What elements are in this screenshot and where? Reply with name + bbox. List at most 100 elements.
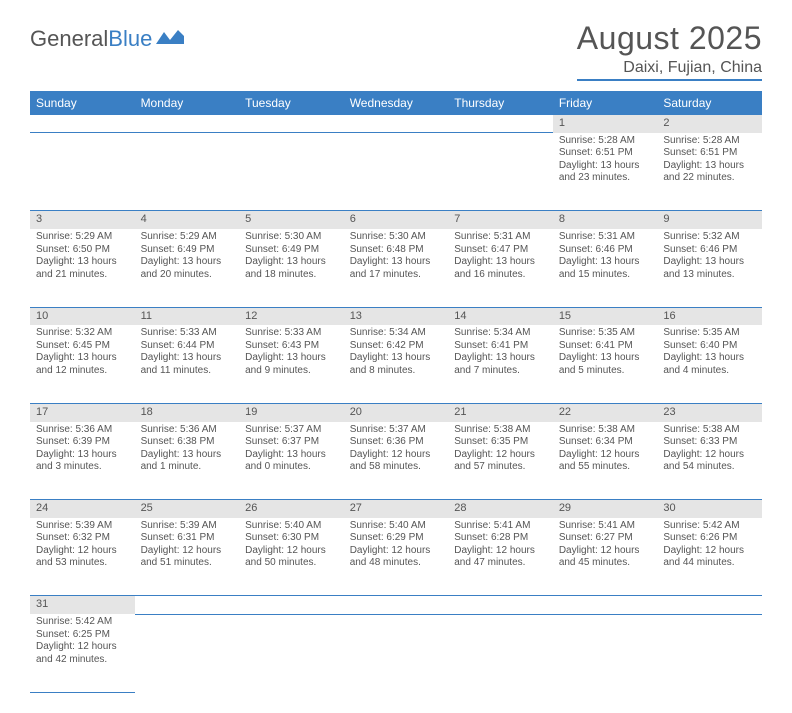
daylight-line: Daylight: 13 hours and 17 minutes. (350, 256, 443, 281)
sunset-line: Sunset: 6:34 PM (559, 436, 652, 449)
daylight-line: Daylight: 13 hours and 12 minutes. (36, 352, 129, 377)
sunrise-line: Sunrise: 5:37 AM (350, 424, 443, 437)
sunset-line: Sunset: 6:50 PM (36, 244, 129, 257)
day-cell: Sunrise: 5:30 AMSunset: 6:49 PMDaylight:… (239, 229, 344, 307)
logo-text-1: General (30, 26, 108, 52)
day-number-cell (448, 115, 553, 133)
daynum-row: 12 (30, 115, 762, 133)
day-number-cell: 30 (657, 500, 762, 518)
day-cell: Sunrise: 5:39 AMSunset: 6:32 PMDaylight:… (30, 518, 135, 596)
day-content-row: Sunrise: 5:29 AMSunset: 6:50 PMDaylight:… (30, 229, 762, 307)
daylight-line: Daylight: 12 hours and 58 minutes. (350, 449, 443, 474)
logo: GeneralBlue (30, 26, 184, 52)
daylight-line: Daylight: 13 hours and 21 minutes. (36, 256, 129, 281)
sunset-line: Sunset: 6:42 PM (350, 340, 443, 353)
daynum-row: 24252627282930 (30, 500, 762, 518)
day-cell: Sunrise: 5:35 AMSunset: 6:41 PMDaylight:… (553, 325, 658, 403)
sunrise-line: Sunrise: 5:36 AM (141, 424, 234, 437)
day-cell (135, 614, 240, 692)
sunset-line: Sunset: 6:44 PM (141, 340, 234, 353)
day-cell (553, 614, 658, 692)
day-cell: Sunrise: 5:38 AMSunset: 6:33 PMDaylight:… (657, 422, 762, 500)
day-cell: Sunrise: 5:36 AMSunset: 6:39 PMDaylight:… (30, 422, 135, 500)
daynum-row: 17181920212223 (30, 403, 762, 421)
daylight-line: Daylight: 13 hours and 16 minutes. (454, 256, 547, 281)
sunrise-line: Sunrise: 5:33 AM (245, 327, 338, 340)
day-number-cell: 5 (239, 211, 344, 229)
sunset-line: Sunset: 6:43 PM (245, 340, 338, 353)
daylight-line: Daylight: 13 hours and 23 minutes. (559, 160, 652, 185)
weekday-header: Saturday (657, 91, 762, 115)
sunrise-line: Sunrise: 5:32 AM (36, 327, 129, 340)
sunrise-line: Sunrise: 5:31 AM (559, 231, 652, 244)
daylight-line: Daylight: 13 hours and 1 minute. (141, 449, 234, 474)
day-cell: Sunrise: 5:28 AMSunset: 6:51 PMDaylight:… (553, 133, 658, 211)
day-number-cell: 6 (344, 211, 449, 229)
day-number-cell: 1 (553, 115, 658, 133)
daylight-line: Daylight: 12 hours and 47 minutes. (454, 545, 547, 570)
sunrise-line: Sunrise: 5:28 AM (663, 135, 756, 148)
day-cell: Sunrise: 5:28 AMSunset: 6:51 PMDaylight:… (657, 133, 762, 211)
day-content-row: Sunrise: 5:42 AMSunset: 6:25 PMDaylight:… (30, 614, 762, 692)
day-cell (448, 133, 553, 211)
sunset-line: Sunset: 6:49 PM (141, 244, 234, 257)
sunrise-line: Sunrise: 5:30 AM (350, 231, 443, 244)
day-content-row: Sunrise: 5:39 AMSunset: 6:32 PMDaylight:… (30, 518, 762, 596)
day-number-cell: 23 (657, 403, 762, 421)
weekday-header: Tuesday (239, 91, 344, 115)
day-cell: Sunrise: 5:32 AMSunset: 6:45 PMDaylight:… (30, 325, 135, 403)
month-title: August 2025 (577, 20, 762, 57)
day-number-cell: 15 (553, 307, 658, 325)
sunset-line: Sunset: 6:51 PM (559, 147, 652, 160)
day-number-cell (448, 596, 553, 614)
sunrise-line: Sunrise: 5:39 AM (141, 520, 234, 533)
day-cell: Sunrise: 5:37 AMSunset: 6:36 PMDaylight:… (344, 422, 449, 500)
day-number-cell (239, 596, 344, 614)
day-content-row: Sunrise: 5:32 AMSunset: 6:45 PMDaylight:… (30, 325, 762, 403)
day-number-cell: 2 (657, 115, 762, 133)
calendar-table: SundayMondayTuesdayWednesdayThursdayFrid… (30, 91, 762, 693)
sunrise-line: Sunrise: 5:35 AM (559, 327, 652, 340)
sunset-line: Sunset: 6:40 PM (663, 340, 756, 353)
day-cell: Sunrise: 5:33 AMSunset: 6:44 PMDaylight:… (135, 325, 240, 403)
sunset-line: Sunset: 6:27 PM (559, 532, 652, 545)
day-cell (344, 133, 449, 211)
day-number-cell (30, 115, 135, 133)
daylight-line: Daylight: 13 hours and 5 minutes. (559, 352, 652, 377)
daylight-line: Daylight: 12 hours and 50 minutes. (245, 545, 338, 570)
sunrise-line: Sunrise: 5:28 AM (559, 135, 652, 148)
day-cell: Sunrise: 5:34 AMSunset: 6:42 PMDaylight:… (344, 325, 449, 403)
sunset-line: Sunset: 6:41 PM (559, 340, 652, 353)
day-cell: Sunrise: 5:40 AMSunset: 6:30 PMDaylight:… (239, 518, 344, 596)
daylight-line: Daylight: 13 hours and 13 minutes. (663, 256, 756, 281)
sunset-line: Sunset: 6:30 PM (245, 532, 338, 545)
daylight-line: Daylight: 12 hours and 48 minutes. (350, 545, 443, 570)
day-content-row: Sunrise: 5:28 AMSunset: 6:51 PMDaylight:… (30, 133, 762, 211)
day-content-row: Sunrise: 5:36 AMSunset: 6:39 PMDaylight:… (30, 422, 762, 500)
daylight-line: Daylight: 13 hours and 3 minutes. (36, 449, 129, 474)
sunrise-line: Sunrise: 5:29 AM (36, 231, 129, 244)
day-cell: Sunrise: 5:38 AMSunset: 6:34 PMDaylight:… (553, 422, 658, 500)
sunrise-line: Sunrise: 5:42 AM (36, 616, 129, 629)
day-cell: Sunrise: 5:29 AMSunset: 6:50 PMDaylight:… (30, 229, 135, 307)
day-number-cell (239, 115, 344, 133)
daylight-line: Daylight: 13 hours and 22 minutes. (663, 160, 756, 185)
day-number-cell: 17 (30, 403, 135, 421)
daylight-line: Daylight: 13 hours and 7 minutes. (454, 352, 547, 377)
sunset-line: Sunset: 6:41 PM (454, 340, 547, 353)
daylight-line: Daylight: 13 hours and 20 minutes. (141, 256, 234, 281)
sunrise-line: Sunrise: 5:34 AM (350, 327, 443, 340)
sunset-line: Sunset: 6:25 PM (36, 629, 129, 642)
day-cell: Sunrise: 5:38 AMSunset: 6:35 PMDaylight:… (448, 422, 553, 500)
day-cell: Sunrise: 5:31 AMSunset: 6:46 PMDaylight:… (553, 229, 658, 307)
sunrise-line: Sunrise: 5:38 AM (454, 424, 547, 437)
sunset-line: Sunset: 6:26 PM (663, 532, 756, 545)
sunrise-line: Sunrise: 5:41 AM (454, 520, 547, 533)
day-number-cell: 16 (657, 307, 762, 325)
day-number-cell: 24 (30, 500, 135, 518)
sunset-line: Sunset: 6:46 PM (663, 244, 756, 257)
sunrise-line: Sunrise: 5:39 AM (36, 520, 129, 533)
daynum-row: 10111213141516 (30, 307, 762, 325)
day-number-cell: 14 (448, 307, 553, 325)
weekday-header: Friday (553, 91, 658, 115)
